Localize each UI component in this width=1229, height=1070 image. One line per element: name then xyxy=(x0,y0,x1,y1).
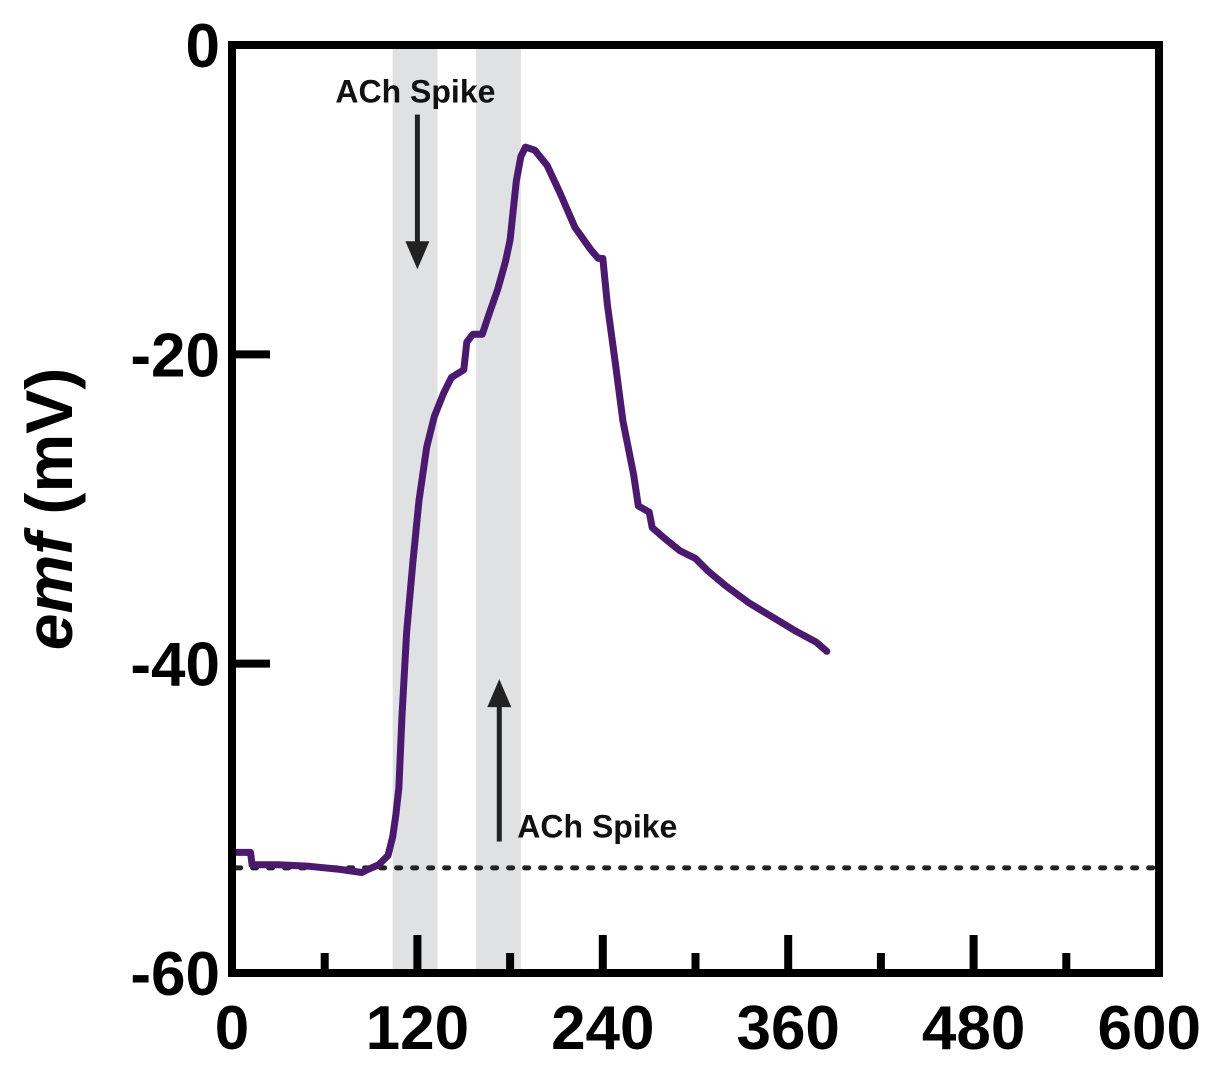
x-tick-label-4: 480 xyxy=(922,994,1025,1063)
y-tick-label-1: -20 xyxy=(130,321,220,390)
series-line-1 xyxy=(233,143,831,876)
x-tick-label-0: 0 xyxy=(215,994,249,1063)
ticks: 0-20-40-600 120 240 360 480 600 xyxy=(130,12,1201,1063)
x-tick-label-5: 600 xyxy=(1098,994,1201,1063)
annotation-label-1: ACh Spike xyxy=(335,74,495,110)
y-axis-label-italic: emf xyxy=(12,527,86,650)
y-tick-label-3: -60 xyxy=(130,940,220,1009)
y-axis-label: emf (mV) xyxy=(12,368,86,650)
y-tick-label-2: -40 xyxy=(130,631,220,700)
annotation-label-2: ACh Spike xyxy=(517,809,677,845)
x-tick-label-2: 240 xyxy=(551,994,654,1063)
annotation-arrow-head-2 xyxy=(487,679,512,708)
plot-frame xyxy=(228,41,1163,977)
x-tick-label-1: 120 xyxy=(366,994,469,1063)
x-tick-label-3: 360 xyxy=(736,994,839,1063)
annotations: ACh Spike ACh Spike xyxy=(335,74,677,845)
y-axis-label-units: (mV) xyxy=(12,368,86,533)
axes xyxy=(228,41,1163,977)
series-layer xyxy=(233,143,831,876)
y-tick-label-0: 0 xyxy=(186,12,220,81)
annotation-arrow-head-1 xyxy=(405,241,430,270)
